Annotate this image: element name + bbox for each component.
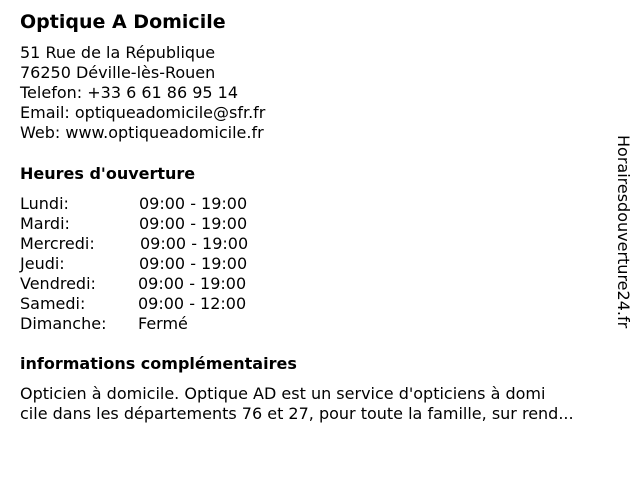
address-line-1: 51 Rue de la République xyxy=(20,43,216,62)
contact-block: 51 Rue de la République 76250 Déville-lè… xyxy=(20,43,265,143)
watermark-text: Horairesdouverture24.fr xyxy=(614,135,633,329)
day: Lundi: xyxy=(20,194,69,213)
day: Jeudi: xyxy=(20,254,65,273)
day: Samedi: xyxy=(20,294,86,313)
day: Mercredi: xyxy=(20,234,95,253)
time: 09:00 - 19:00 xyxy=(140,234,249,253)
time: 09:00 - 19:00 xyxy=(138,274,247,293)
hours-heading: Heures d'ouverture xyxy=(20,164,196,183)
time: 09:00 - 19:00 xyxy=(139,214,248,233)
info-line-1: Opticien à domicile. Optique AD est un s… xyxy=(20,384,546,403)
time: 09:00 - 19:00 xyxy=(139,254,248,273)
time: 09:00 - 19:00 xyxy=(139,194,248,213)
business-name: Optique A Domicile xyxy=(20,11,226,33)
info-line-2: cile dans les départements 76 et 27, pou… xyxy=(20,404,574,423)
phone: Telefon: +33 6 61 86 95 14 xyxy=(20,83,239,102)
day: Vendredi: xyxy=(20,274,96,293)
time: Fermé xyxy=(138,314,188,333)
watermark: Horairesdouverture24.fr xyxy=(612,135,634,375)
email: Email: optiqueadomicile@sfr.fr xyxy=(20,103,266,122)
time: 09:00 - 12:00 xyxy=(138,294,247,313)
website: Web: www.optiqueadomicile.fr xyxy=(20,123,264,142)
day: Dimanche: xyxy=(20,314,107,333)
info-heading: informations complémentaires xyxy=(20,354,297,373)
info-text: Opticien à domicile. Optique AD est un s… xyxy=(20,384,630,424)
day: Mardi: xyxy=(20,214,70,233)
address-line-2: 76250 Déville-lès-Rouen xyxy=(20,63,216,82)
